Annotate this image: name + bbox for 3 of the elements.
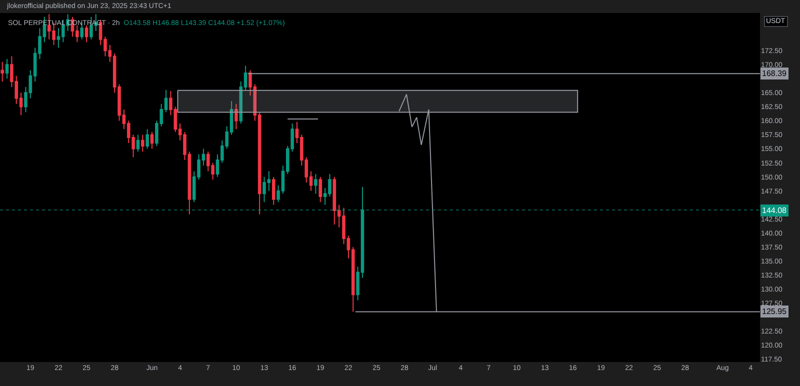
- ref-line-label: 144.08: [762, 206, 788, 215]
- data-label: 125.95: [762, 307, 788, 316]
- data-label: 168.39: [762, 69, 788, 78]
